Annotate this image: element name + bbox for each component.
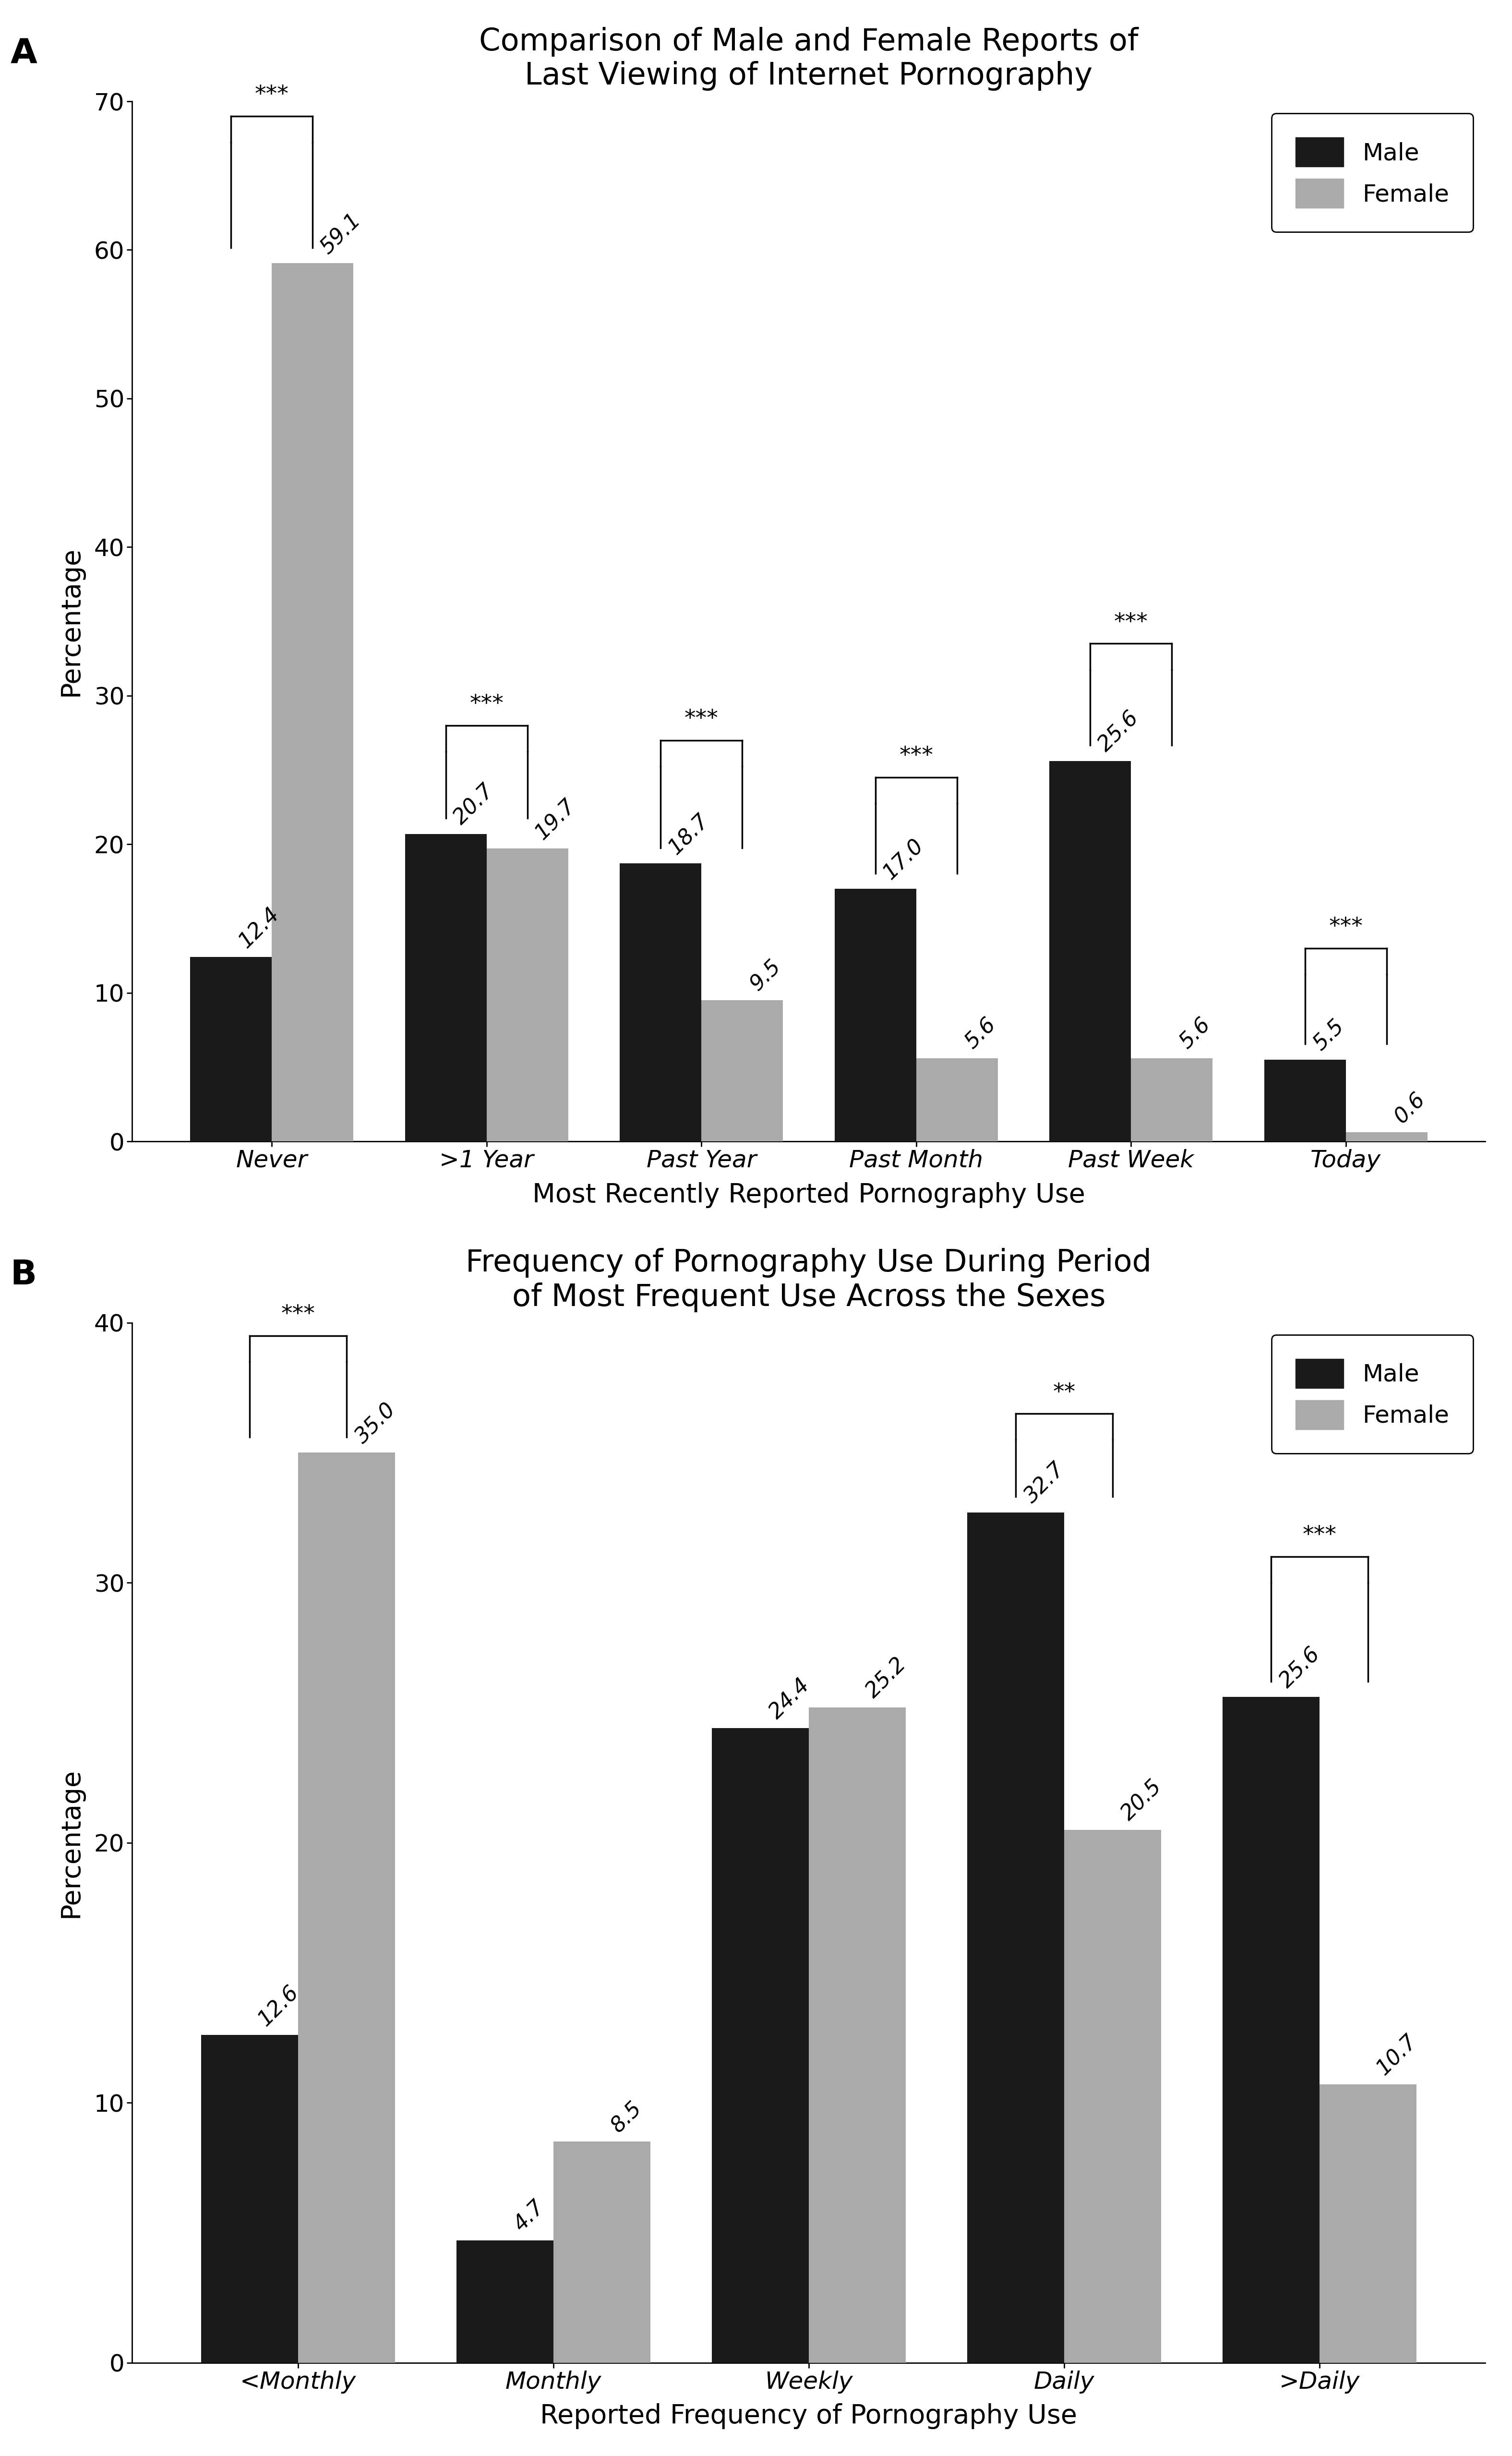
X-axis label: Most Recently Reported Pornography Use: Most Recently Reported Pornography Use xyxy=(532,1181,1086,1208)
Title: Comparison of Male and Female Reports of
Last Viewing of Internet Pornography: Comparison of Male and Female Reports of… xyxy=(479,27,1139,91)
Text: ***: *** xyxy=(900,744,933,766)
Y-axis label: Percentage: Percentage xyxy=(57,545,85,698)
Text: 12.4: 12.4 xyxy=(236,904,284,953)
Bar xyxy=(191,958,272,1142)
Legend: Male, Female: Male, Female xyxy=(1272,113,1473,231)
Text: ***: *** xyxy=(1329,916,1362,938)
Bar xyxy=(835,889,916,1142)
X-axis label: Reported Frequency of Pornography Use: Reported Frequency of Pornography Use xyxy=(540,2404,1077,2429)
Text: ***: *** xyxy=(281,1304,314,1326)
Text: ***: *** xyxy=(685,707,718,729)
Text: 19.7: 19.7 xyxy=(532,796,581,842)
Text: 5.5: 5.5 xyxy=(1309,1017,1347,1054)
Bar xyxy=(1049,761,1131,1142)
Bar xyxy=(916,1059,998,1142)
Text: 59.1: 59.1 xyxy=(318,209,364,258)
Bar xyxy=(1131,1059,1213,1142)
Text: ***: *** xyxy=(1302,1525,1337,1547)
Text: 25.2: 25.2 xyxy=(862,1653,910,1702)
Bar xyxy=(201,2036,298,2363)
Text: 18.7: 18.7 xyxy=(665,810,714,857)
Bar xyxy=(968,1513,1064,2363)
Text: 10.7: 10.7 xyxy=(1373,2031,1421,2080)
Text: 12.6: 12.6 xyxy=(254,1982,302,2029)
Bar xyxy=(712,1729,809,2363)
Bar xyxy=(1064,1830,1161,2363)
Text: 20.5: 20.5 xyxy=(1117,1776,1166,1825)
Text: 24.4: 24.4 xyxy=(765,1675,813,1724)
Text: ***: *** xyxy=(254,84,289,106)
Bar xyxy=(298,1451,395,2363)
Text: A: A xyxy=(11,37,38,71)
Text: 0.6: 0.6 xyxy=(1391,1088,1429,1127)
Text: 4.7: 4.7 xyxy=(510,2196,549,2235)
Text: 17.0: 17.0 xyxy=(880,835,928,884)
Bar xyxy=(702,1000,783,1142)
Text: 25.6: 25.6 xyxy=(1095,707,1143,756)
Legend: Male, Female: Male, Female xyxy=(1272,1334,1473,1454)
Bar xyxy=(405,833,487,1142)
Text: 5.6: 5.6 xyxy=(962,1014,999,1054)
Bar xyxy=(553,2142,650,2363)
Bar xyxy=(1346,1132,1427,1142)
Bar xyxy=(809,1707,906,2363)
Text: 8.5: 8.5 xyxy=(606,2097,646,2137)
Bar xyxy=(1264,1059,1346,1142)
Text: ***: *** xyxy=(1114,612,1148,634)
Text: **: ** xyxy=(1052,1383,1075,1402)
Title: Frequency of Pornography Use During Period
of Most Frequent Use Across the Sexes: Frequency of Pornography Use During Peri… xyxy=(466,1248,1152,1312)
Bar xyxy=(1222,1697,1320,2363)
Bar xyxy=(1320,2085,1417,2363)
Text: 5.6: 5.6 xyxy=(1176,1014,1214,1054)
Bar xyxy=(487,850,569,1142)
Y-axis label: Percentage: Percentage xyxy=(57,1768,85,1918)
Bar xyxy=(457,2240,553,2363)
Text: 20.7: 20.7 xyxy=(451,781,499,828)
Text: ***: *** xyxy=(470,693,503,715)
Bar xyxy=(272,263,354,1142)
Text: 32.7: 32.7 xyxy=(1021,1459,1069,1508)
Bar xyxy=(620,865,702,1142)
Text: 9.5: 9.5 xyxy=(747,955,785,995)
Text: B: B xyxy=(11,1257,36,1292)
Text: 25.6: 25.6 xyxy=(1276,1643,1325,1692)
Text: 35.0: 35.0 xyxy=(352,1400,401,1447)
